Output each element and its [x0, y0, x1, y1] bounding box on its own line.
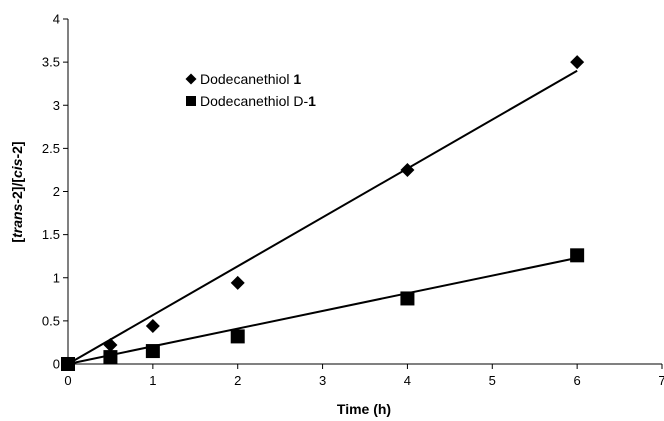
legend-marker-square	[186, 96, 196, 106]
x-tick-label: 2	[234, 373, 241, 388]
data-point-square	[230, 329, 245, 344]
y-tick-label: 1.5	[42, 227, 60, 242]
y-tick-label: 1	[53, 270, 60, 285]
data-point-diamond	[145, 319, 160, 334]
y-tick-label: 3	[53, 98, 60, 113]
x-tick-label: 5	[489, 373, 496, 388]
x-tick-group: 0 1 2 3 4 5 6 7	[64, 364, 664, 388]
x-tick-label: 0	[64, 373, 71, 388]
trendline-group	[67, 69, 578, 365]
y-axis-title-trans: trans	[9, 203, 25, 237]
data-point-group	[61, 55, 585, 371]
legend-label-bold: 1	[308, 93, 316, 109]
y-axis-title-open: [	[9, 238, 25, 243]
data-point-square	[145, 344, 160, 359]
legend-marker-diamond	[185, 73, 197, 85]
data-point-square	[61, 357, 75, 371]
x-tick-label: 3	[319, 373, 326, 388]
trendline-series-0	[67, 69, 578, 365]
data-point-diamond	[570, 55, 585, 70]
legend-entry-dodecanethiol-d-1: Dodecanethiol D-1	[186, 93, 316, 109]
y-axis-title-cis: cis	[9, 158, 25, 178]
y-axis-title: [trans-2]/[cis-2]	[9, 141, 25, 242]
x-tick-label: 6	[574, 373, 581, 388]
legend-label-bold: 1	[293, 71, 301, 87]
x-tick-label: 1	[149, 373, 156, 388]
legend: Dodecanethiol 1 Dodecanethiol D-1	[185, 71, 316, 109]
data-point-square	[570, 248, 585, 263]
data-point-diamond	[400, 162, 415, 177]
y-tick-label: 3.5	[42, 55, 60, 70]
y-tick-label: 2.5	[42, 141, 60, 156]
data-point-square	[103, 350, 118, 365]
x-axis-title: Time (h)	[337, 401, 391, 417]
data-point-diamond	[230, 275, 245, 290]
y-tick-group: 0 0.5 1 1.5 2 2.5 3 3.5 4	[42, 12, 68, 372]
legend-entry-dodecanethiol-1: Dodecanethiol 1	[185, 71, 301, 87]
legend-label-text: Dodecanethiol D-	[200, 93, 309, 109]
legend-label-dodecanethiol-1: Dodecanethiol 1	[200, 71, 301, 87]
data-point-diamond	[103, 338, 118, 353]
legend-label-text: Dodecanethiol	[200, 71, 293, 87]
legend-label-dodecanethiol-d-1: Dodecanethiol D-1	[200, 93, 316, 109]
trendline-series-1	[67, 256, 578, 365]
y-tick-label: 0	[53, 357, 60, 372]
x-tick-label: 7	[658, 373, 664, 388]
y-axis-title-trans-suffix: -2]/[	[9, 178, 25, 204]
y-axis-title-cis-suffix: -2]	[9, 141, 25, 158]
y-tick-label: 0.5	[42, 313, 60, 328]
data-point-square	[400, 291, 415, 306]
y-tick-label: 2	[53, 184, 60, 199]
x-tick-label: 4	[404, 373, 411, 388]
y-tick-label: 4	[53, 12, 60, 27]
